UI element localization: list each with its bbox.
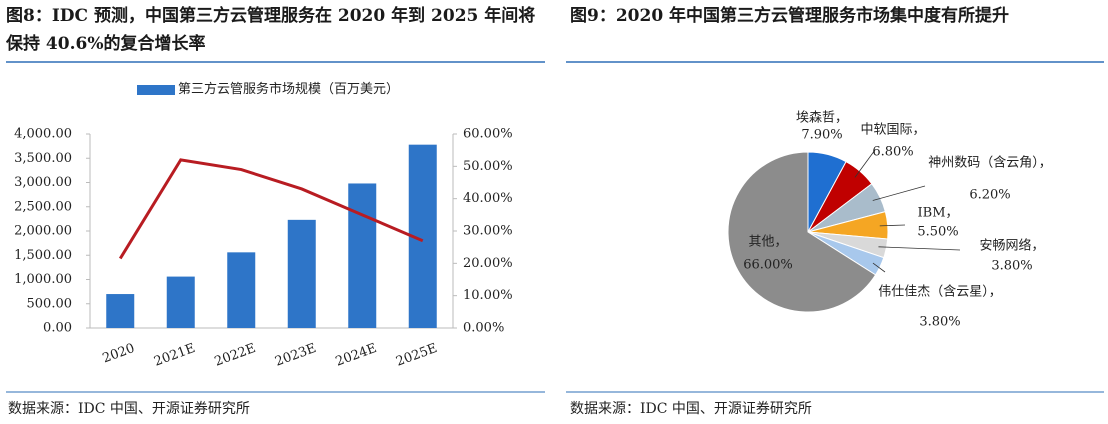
x-tick-label: 2023E <box>273 341 318 370</box>
y-tick-label: 3,500.00 <box>14 151 72 166</box>
value-label: 7.90% <box>801 128 842 143</box>
y-tick-label: 0.00 <box>43 321 72 336</box>
pie-label: 中软国际， <box>860 123 925 138</box>
chart-title: 图8：IDC 预测，中国第三方云管理服务在 2020 年到 2025 年间将保持… <box>6 6 536 54</box>
x-tick-label: 2021E <box>152 341 197 370</box>
y2-tick-label: 0.00% <box>463 321 504 336</box>
y2-tick-label: 30.00% <box>463 224 513 239</box>
y2-tick-label: 20.00% <box>463 256 513 271</box>
bar <box>348 183 377 328</box>
bar <box>287 219 316 328</box>
y-tick-label: 1,500.00 <box>14 248 72 263</box>
pie-label: IBM， <box>918 206 959 221</box>
pie-label: 安畅网络， <box>979 238 1044 254</box>
pie-label: 伟仕佳杰（含云星）， <box>878 284 1002 300</box>
y-tick-label: 4,000.00 <box>14 127 72 142</box>
y-tick-label: 1,000.00 <box>14 272 72 287</box>
leader-line <box>854 149 876 178</box>
legend-label: 第三方云管服务市场规模（百万美元） <box>178 82 400 97</box>
value-label: 6.80% <box>872 145 913 160</box>
x-tick-label: 2020 <box>101 341 137 366</box>
leader-line <box>872 185 926 201</box>
bar <box>106 294 135 328</box>
pie-label: 其他， <box>748 235 787 250</box>
value-label: 3.80% <box>919 315 960 330</box>
leader-line <box>879 224 906 227</box>
y-tick-label: 500.00 <box>27 296 73 311</box>
leader-line <box>878 246 961 251</box>
y2-tick-label: 10.00% <box>463 288 513 303</box>
y2-tick-label: 40.00% <box>463 191 513 206</box>
value-label: 5.50% <box>917 225 958 240</box>
y2-tick-label: 50.00% <box>463 159 513 174</box>
value-label: 3.80% <box>991 259 1032 274</box>
x-tick-label: 2024E <box>334 341 379 370</box>
pie-label: 神州数码（含云角）， <box>928 155 1052 171</box>
x-tick-label: 2025E <box>394 341 439 370</box>
leader-line <box>872 262 886 273</box>
value-label: 6.20% <box>969 188 1010 203</box>
pie-label: 埃森哲， <box>796 111 848 126</box>
legend-swatch <box>137 85 175 95</box>
y-tick-label: 2,500.00 <box>14 199 72 214</box>
chart-title: 图9：2020 年中国第三方云管理服务市场集中度有所提升 <box>570 6 1010 26</box>
y2-tick-label: 60.00% <box>463 127 513 142</box>
x-tick-label: 2022E <box>213 341 258 370</box>
source: 数据来源：IDC 中国、开源证券研究所 <box>8 401 250 417</box>
bar <box>166 276 195 328</box>
source: 数据来源：IDC 中国、开源证券研究所 <box>570 401 812 417</box>
value-label: 66.00% <box>743 258 793 273</box>
y-tick-label: 3,000.00 <box>14 175 72 190</box>
line <box>118 158 424 260</box>
pie-slice <box>727 151 877 313</box>
bar <box>227 252 256 328</box>
y-tick-label: 2,000.00 <box>14 224 72 239</box>
